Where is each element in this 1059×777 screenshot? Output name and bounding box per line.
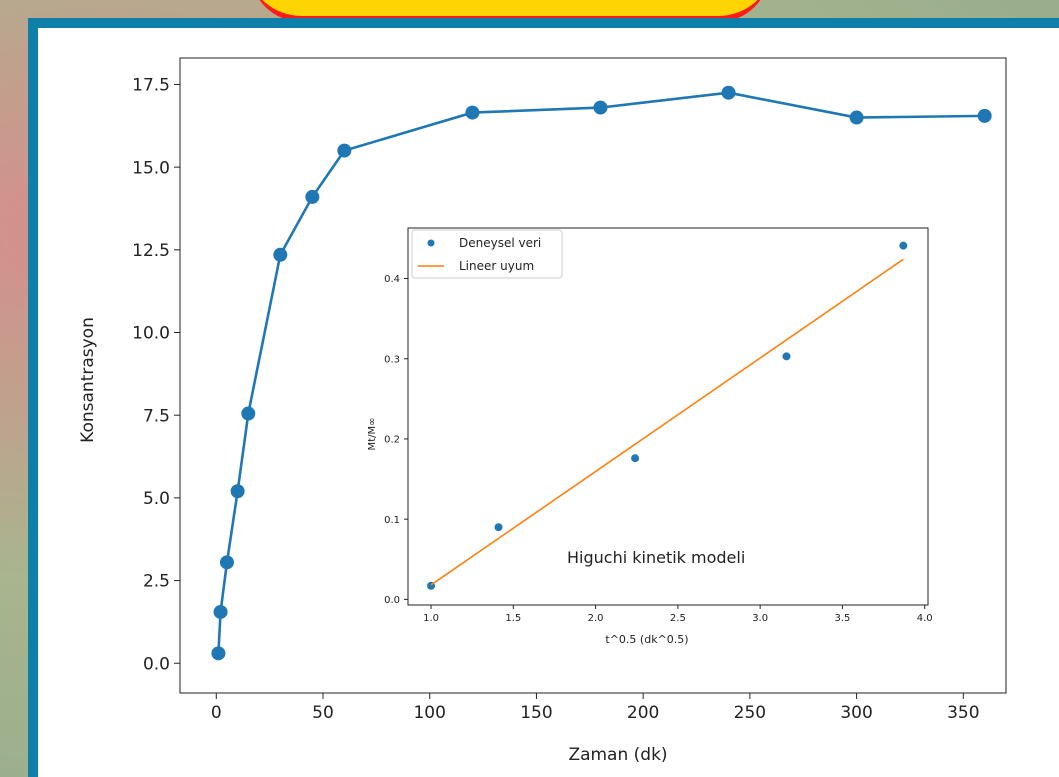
legend-label-experimental: Deneysel veri <box>459 236 541 250</box>
main-data-point <box>305 189 320 204</box>
main-data-point <box>593 100 608 115</box>
inset-data-point <box>631 454 640 463</box>
main-x-axis-label: Zaman (dk) <box>568 745 667 765</box>
inset-x-tick-label: 2.5 <box>670 613 686 624</box>
main-data-point <box>465 105 480 120</box>
main-x-tick-label: 300 <box>840 703 872 723</box>
main-data-point <box>977 108 992 123</box>
inset-legend: Deneysel veri Lineer uyum <box>411 229 563 279</box>
main-x-tick-label: 50 <box>312 703 334 723</box>
main-y-tick-label: 15.0 <box>132 158 170 178</box>
inset-x-tick-label: 3.5 <box>834 613 850 624</box>
main-y-tick-label: 7.5 <box>143 406 170 426</box>
main-data-point <box>241 406 256 421</box>
main-x-tick-label: 100 <box>413 703 445 723</box>
main-data-point <box>213 604 228 619</box>
inset-x-tick-label: 2.0 <box>588 613 604 624</box>
legend-label-linear-fit: Lineer uyum <box>459 259 534 273</box>
inset-data-point <box>494 523 503 532</box>
main-x-tick-label: 0 <box>211 703 222 723</box>
inset-x-axis-label: t^0.5 (dk^0.5) <box>605 633 688 646</box>
inset-x-tick-label: 1.0 <box>423 613 439 624</box>
inset-annotation: Higuchi kinetik modeli <box>567 548 745 567</box>
inset-y-tick-label: 0.1 <box>384 515 400 526</box>
main-y-tick-label: 10.0 <box>132 324 170 344</box>
main-data-point <box>211 646 226 661</box>
main-data-point <box>273 247 288 262</box>
main-x-tick-label: 350 <box>947 703 979 723</box>
main-y-tick-label: 2.5 <box>143 572 170 592</box>
main-y-tick-label: 5.0 <box>143 489 170 509</box>
inset-background <box>370 222 935 609</box>
inset-x-tick-label: 1.5 <box>505 613 521 624</box>
inset-y-tick-label: 0.0 <box>384 595 400 606</box>
main-x-tick-label: 150 <box>520 703 552 723</box>
main-data-point <box>219 555 234 570</box>
main-y-axis-label: Konsantrasyon <box>78 317 98 443</box>
legend-scatter-marker <box>427 239 435 247</box>
inset-plot-frame <box>407 227 929 606</box>
inset-y-tick-label: 0.3 <box>384 354 400 365</box>
main-y-tick-label: 0.0 <box>143 654 170 674</box>
main-data-point <box>849 110 864 125</box>
inset-data-point <box>899 241 908 250</box>
main-data-point <box>721 85 736 100</box>
main-data-point <box>337 143 352 158</box>
main-x-tick-label: 200 <box>627 703 659 723</box>
inset-series-1-line <box>430 258 904 586</box>
main-plot-frame <box>179 57 1007 694</box>
inset-x-tick-label: 4.0 <box>917 613 933 624</box>
inset-x-tick-label: 3.0 <box>752 613 768 624</box>
inset-y-tick-label: 0.4 <box>384 274 400 285</box>
main-y-tick-label: 17.5 <box>132 76 170 96</box>
inset-y-axis-label: Mt/M∞ <box>367 418 378 451</box>
main-x-tick-label: 250 <box>734 703 766 723</box>
main-y-tick-label: 12.5 <box>132 241 170 261</box>
inset-y-tick-label: 0.2 <box>384 435 400 446</box>
main-data-point <box>230 484 245 499</box>
inset-data-point <box>782 352 791 361</box>
